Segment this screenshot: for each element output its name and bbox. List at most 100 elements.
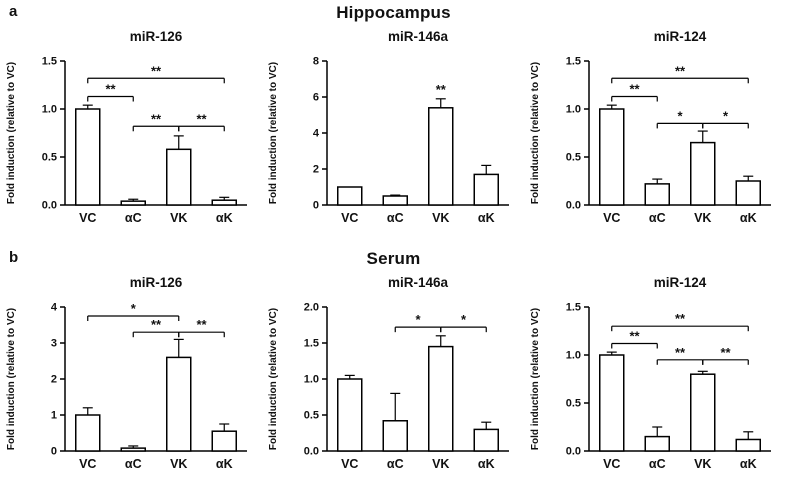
- svg-text:0.0: 0.0: [566, 200, 581, 212]
- svg-text:**: **: [196, 317, 207, 332]
- svg-text:VK: VK: [432, 457, 449, 471]
- bar-chart-svg: miR-124 Fold induction (relative to VC) 0.…: [530, 275, 771, 471]
- svg-text:αK: αK: [216, 457, 233, 471]
- svg-text:0.0: 0.0: [566, 446, 581, 458]
- svg-text:0.0: 0.0: [42, 200, 57, 212]
- bar-chart-svg: miR-146a Fold induction (relative to VC) 0…: [268, 29, 509, 225]
- svg-text:Fold induction (relative to VC: Fold induction (relative to VC): [530, 62, 541, 204]
- svg-text:*: *: [461, 312, 467, 327]
- svg-text:miR-124: miR-124: [654, 29, 707, 44]
- bar-chart-svg: miR-126 Fold induction (relative to VC) 0.…: [6, 29, 247, 225]
- svg-text:**: **: [675, 311, 686, 326]
- svg-text:*: *: [131, 301, 137, 316]
- bar-chart-svg: miR-126 Fold induction (relative to VC) 0 1…: [6, 275, 247, 471]
- svg-text:VC: VC: [79, 457, 96, 471]
- svg-text:VK: VK: [170, 211, 187, 225]
- svg-text:VC: VC: [341, 211, 358, 225]
- svg-text:1: 1: [51, 410, 57, 422]
- svg-text:*: *: [723, 108, 729, 123]
- svg-text:*: *: [415, 312, 421, 327]
- svg-text:2.0: 2.0: [304, 302, 319, 314]
- svg-text:4: 4: [313, 128, 320, 140]
- svg-text:αC: αC: [125, 211, 142, 225]
- svg-text:Fold induction (relative to VC: Fold induction (relative to VC): [530, 308, 541, 450]
- chart-hippocampus-mir-126: miR-126 Fold induction (relative to VC) 0.…: [1, 23, 263, 241]
- svg-text:αK: αK: [478, 457, 495, 471]
- svg-text:2: 2: [313, 164, 319, 176]
- bar-chart-svg: miR-146a Fold induction (relative to VC) 0…: [268, 275, 509, 471]
- svg-text:miR-124: miR-124: [654, 275, 707, 290]
- svg-text:αK: αK: [216, 211, 233, 225]
- svg-text:*: *: [677, 108, 683, 123]
- svg-text:VC: VC: [79, 211, 96, 225]
- svg-text:VC: VC: [341, 457, 358, 471]
- svg-text:**: **: [105, 82, 116, 97]
- svg-text:2: 2: [51, 374, 57, 386]
- svg-text:**: **: [675, 345, 686, 360]
- svg-text:VK: VK: [694, 211, 711, 225]
- svg-text:miR-126: miR-126: [130, 29, 183, 44]
- chart-hippocampus-mir-124: miR-124 Fold induction (relative to VC) 0.…: [525, 23, 787, 241]
- svg-text:VC: VC: [603, 457, 620, 471]
- chart-serum-mir-124: miR-124 Fold induction (relative to VC) 0.…: [525, 269, 787, 487]
- svg-text:1.0: 1.0: [566, 104, 581, 116]
- svg-text:**: **: [436, 82, 447, 97]
- panel-label-a: a: [9, 3, 18, 20]
- svg-text:0: 0: [313, 200, 319, 212]
- svg-text:VK: VK: [694, 457, 711, 471]
- svg-text:αC: αC: [649, 211, 666, 225]
- svg-text:miR-146a: miR-146a: [388, 29, 449, 44]
- svg-text:4: 4: [51, 302, 58, 314]
- svg-text:**: **: [151, 63, 162, 78]
- svg-text:αC: αC: [387, 457, 404, 471]
- svg-text:**: **: [720, 345, 731, 360]
- svg-text:αC: αC: [125, 457, 142, 471]
- svg-text:0.5: 0.5: [566, 398, 581, 410]
- svg-text:0.0: 0.0: [304, 446, 319, 458]
- svg-text:1.5: 1.5: [42, 56, 57, 68]
- svg-text:Fold induction (relative to VC: Fold induction (relative to VC): [6, 62, 17, 204]
- svg-text:0: 0: [51, 446, 57, 458]
- svg-text:**: **: [151, 317, 162, 332]
- svg-text:1.5: 1.5: [566, 302, 581, 314]
- panel-b-charts: miR-126 Fold induction (relative to VC) 0 1…: [0, 269, 787, 487]
- svg-text:miR-126: miR-126: [130, 275, 183, 290]
- svg-text:αK: αK: [740, 211, 757, 225]
- svg-text:Fold induction (relative to VC: Fold induction (relative to VC): [268, 308, 279, 450]
- svg-text:VK: VK: [170, 457, 187, 471]
- panel-b: b Serum miR-126 Fold induction (relative …: [0, 246, 787, 492]
- panel-a-charts: miR-126 Fold induction (relative to VC) 0.…: [0, 23, 787, 241]
- svg-text:VC: VC: [603, 211, 620, 225]
- svg-text:**: **: [629, 82, 640, 97]
- panel-a: a Hippocampus miR-126 Fold induction (rel…: [0, 0, 787, 246]
- chart-hippocampus-mir-146a: miR-146a Fold induction (relative to VC) 0…: [263, 23, 525, 241]
- svg-text:**: **: [675, 63, 686, 78]
- svg-text:αC: αC: [649, 457, 666, 471]
- svg-text:0.5: 0.5: [304, 410, 319, 422]
- svg-text:6: 6: [313, 92, 319, 104]
- svg-text:0.5: 0.5: [566, 152, 581, 164]
- svg-text:**: **: [151, 111, 162, 126]
- chart-serum-mir-146a: miR-146a Fold induction (relative to VC) 0…: [263, 269, 525, 487]
- svg-text:VK: VK: [432, 211, 449, 225]
- svg-text:miR-146a: miR-146a: [388, 275, 449, 290]
- svg-text:0.5: 0.5: [42, 152, 57, 164]
- panel-a-title: Hippocampus: [336, 3, 451, 22]
- svg-text:αK: αK: [478, 211, 495, 225]
- svg-text:1.0: 1.0: [566, 350, 581, 362]
- panel-b-title: Serum: [366, 249, 421, 268]
- svg-text:8: 8: [313, 56, 319, 68]
- svg-text:αK: αK: [740, 457, 757, 471]
- svg-text:1.0: 1.0: [304, 374, 319, 386]
- svg-text:αC: αC: [387, 211, 404, 225]
- svg-text:Fold induction (relative to VC: Fold induction (relative to VC): [268, 62, 279, 204]
- svg-text:1.5: 1.5: [566, 56, 581, 68]
- bar-chart-svg: miR-124 Fold induction (relative to VC) 0.…: [530, 29, 771, 225]
- panel-label-b: b: [9, 249, 19, 266]
- svg-text:**: **: [629, 328, 640, 343]
- svg-text:3: 3: [51, 338, 57, 350]
- svg-text:1.0: 1.0: [42, 104, 57, 116]
- chart-serum-mir-126: miR-126 Fold induction (relative to VC) 0 1…: [1, 269, 263, 487]
- svg-text:**: **: [196, 111, 207, 126]
